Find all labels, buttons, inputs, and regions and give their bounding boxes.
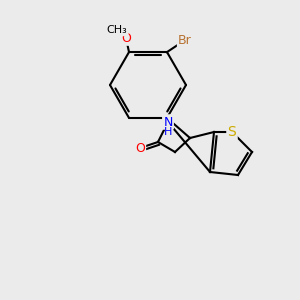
Text: O: O [135,142,145,154]
Text: CH₃: CH₃ [106,25,128,35]
Text: N: N [163,116,173,128]
Text: H: H [164,127,172,137]
Text: O: O [121,32,131,45]
Text: S: S [228,125,236,139]
Text: Br: Br [178,34,192,46]
